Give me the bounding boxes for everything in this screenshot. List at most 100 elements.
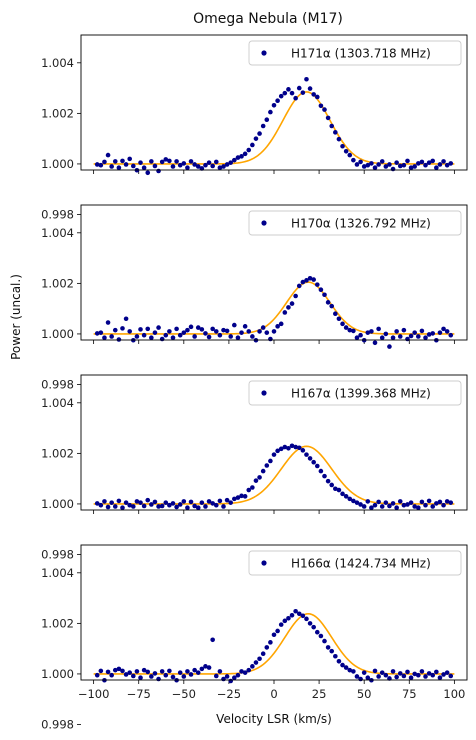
data-point: [170, 164, 176, 169]
data-point: [232, 675, 237, 681]
data-point: [351, 498, 356, 504]
data-point: [365, 675, 371, 681]
data-point: [340, 321, 345, 327]
data-point: [123, 672, 129, 677]
data-point: [437, 499, 443, 505]
legend-box: [248, 40, 462, 66]
data-point: [358, 332, 363, 338]
data-point: [365, 330, 371, 335]
data-point: [239, 154, 244, 159]
axes-frame: [80, 204, 468, 341]
data-point: [156, 325, 161, 330]
data-point: [275, 448, 280, 454]
data-point: [401, 327, 407, 333]
data-point: [246, 329, 252, 334]
data-point: [228, 334, 234, 339]
data-point: [318, 103, 324, 109]
data-point: [159, 336, 165, 342]
data-point: [325, 300, 331, 305]
y-tick-label: 1.000: [41, 497, 74, 511]
data-point: [149, 335, 154, 341]
data-point: [351, 157, 356, 163]
data-point: [94, 162, 100, 167]
data-point: [127, 156, 132, 162]
data-point: [340, 143, 345, 149]
data-point: [185, 165, 190, 171]
data-point: [116, 498, 122, 504]
data-point: [434, 669, 439, 675]
data-point: [232, 322, 237, 328]
data-point: [271, 329, 277, 334]
data-point: [314, 282, 320, 287]
data-point: [278, 321, 284, 327]
data-point: [264, 463, 270, 468]
fit-curve: [93, 281, 455, 335]
data-point: [268, 336, 273, 342]
data-point: [365, 162, 371, 168]
data-point: [145, 170, 151, 176]
data-point: [448, 673, 454, 679]
data-point: [426, 498, 432, 504]
data-point: [408, 500, 414, 505]
x-tick-label: 50: [357, 687, 372, 701]
data-point: [405, 669, 410, 675]
data-point: [325, 478, 331, 484]
axes-frame: [80, 544, 468, 681]
data-point: [112, 667, 118, 673]
data-point: [365, 499, 371, 504]
data-point: [210, 326, 215, 332]
data-point: [434, 501, 439, 506]
y-tick-label: 1.002: [41, 106, 74, 120]
data-point: [333, 653, 338, 659]
data-point: [322, 107, 327, 112]
legend-box: [248, 210, 462, 236]
data-point: [390, 166, 396, 172]
data-point: [401, 673, 407, 679]
data-point: [177, 162, 183, 168]
data-point: [397, 671, 403, 676]
x-axis-label: Velocity LSR (km/s): [216, 712, 332, 726]
data-point: [347, 496, 353, 502]
y-tick-label: 0.998: [41, 547, 74, 561]
data-point: [286, 305, 291, 310]
data-point: [98, 330, 104, 335]
data-point: [401, 162, 407, 168]
data-point: [149, 159, 154, 164]
data-point: [397, 163, 403, 169]
data-point: [253, 660, 259, 665]
chart-title: Omega Nebula (M17): [193, 11, 343, 27]
data-point: [430, 331, 436, 336]
data-point: [426, 160, 432, 165]
legend-box: [248, 380, 462, 406]
data-point: [408, 675, 414, 681]
data-point: [213, 502, 219, 508]
legend-marker: [261, 560, 267, 566]
data-point: [408, 165, 414, 171]
data-point: [131, 504, 136, 509]
data-point: [340, 662, 345, 668]
data-point: [235, 672, 241, 678]
data-point: [174, 159, 179, 164]
data-point: [397, 499, 403, 504]
data-point: [159, 159, 165, 165]
data-point: [246, 147, 252, 153]
data-point: [311, 92, 316, 97]
data-point: [271, 632, 277, 638]
data-point: [426, 332, 432, 337]
data-point: [311, 277, 316, 282]
data-point: [390, 669, 396, 674]
data-point: [98, 502, 104, 508]
data-point: [239, 669, 244, 674]
data-point: [145, 669, 151, 675]
data-point: [300, 613, 306, 619]
data-point: [242, 670, 248, 675]
legend-marker: [261, 50, 267, 56]
y-tick-label: 1.002: [41, 446, 74, 460]
data-point: [181, 674, 187, 679]
data-point: [250, 142, 255, 148]
data-point: [394, 329, 399, 334]
data-point: [195, 164, 201, 169]
data-point: [123, 500, 129, 505]
data-point: [188, 672, 194, 677]
data-point: [387, 344, 392, 349]
